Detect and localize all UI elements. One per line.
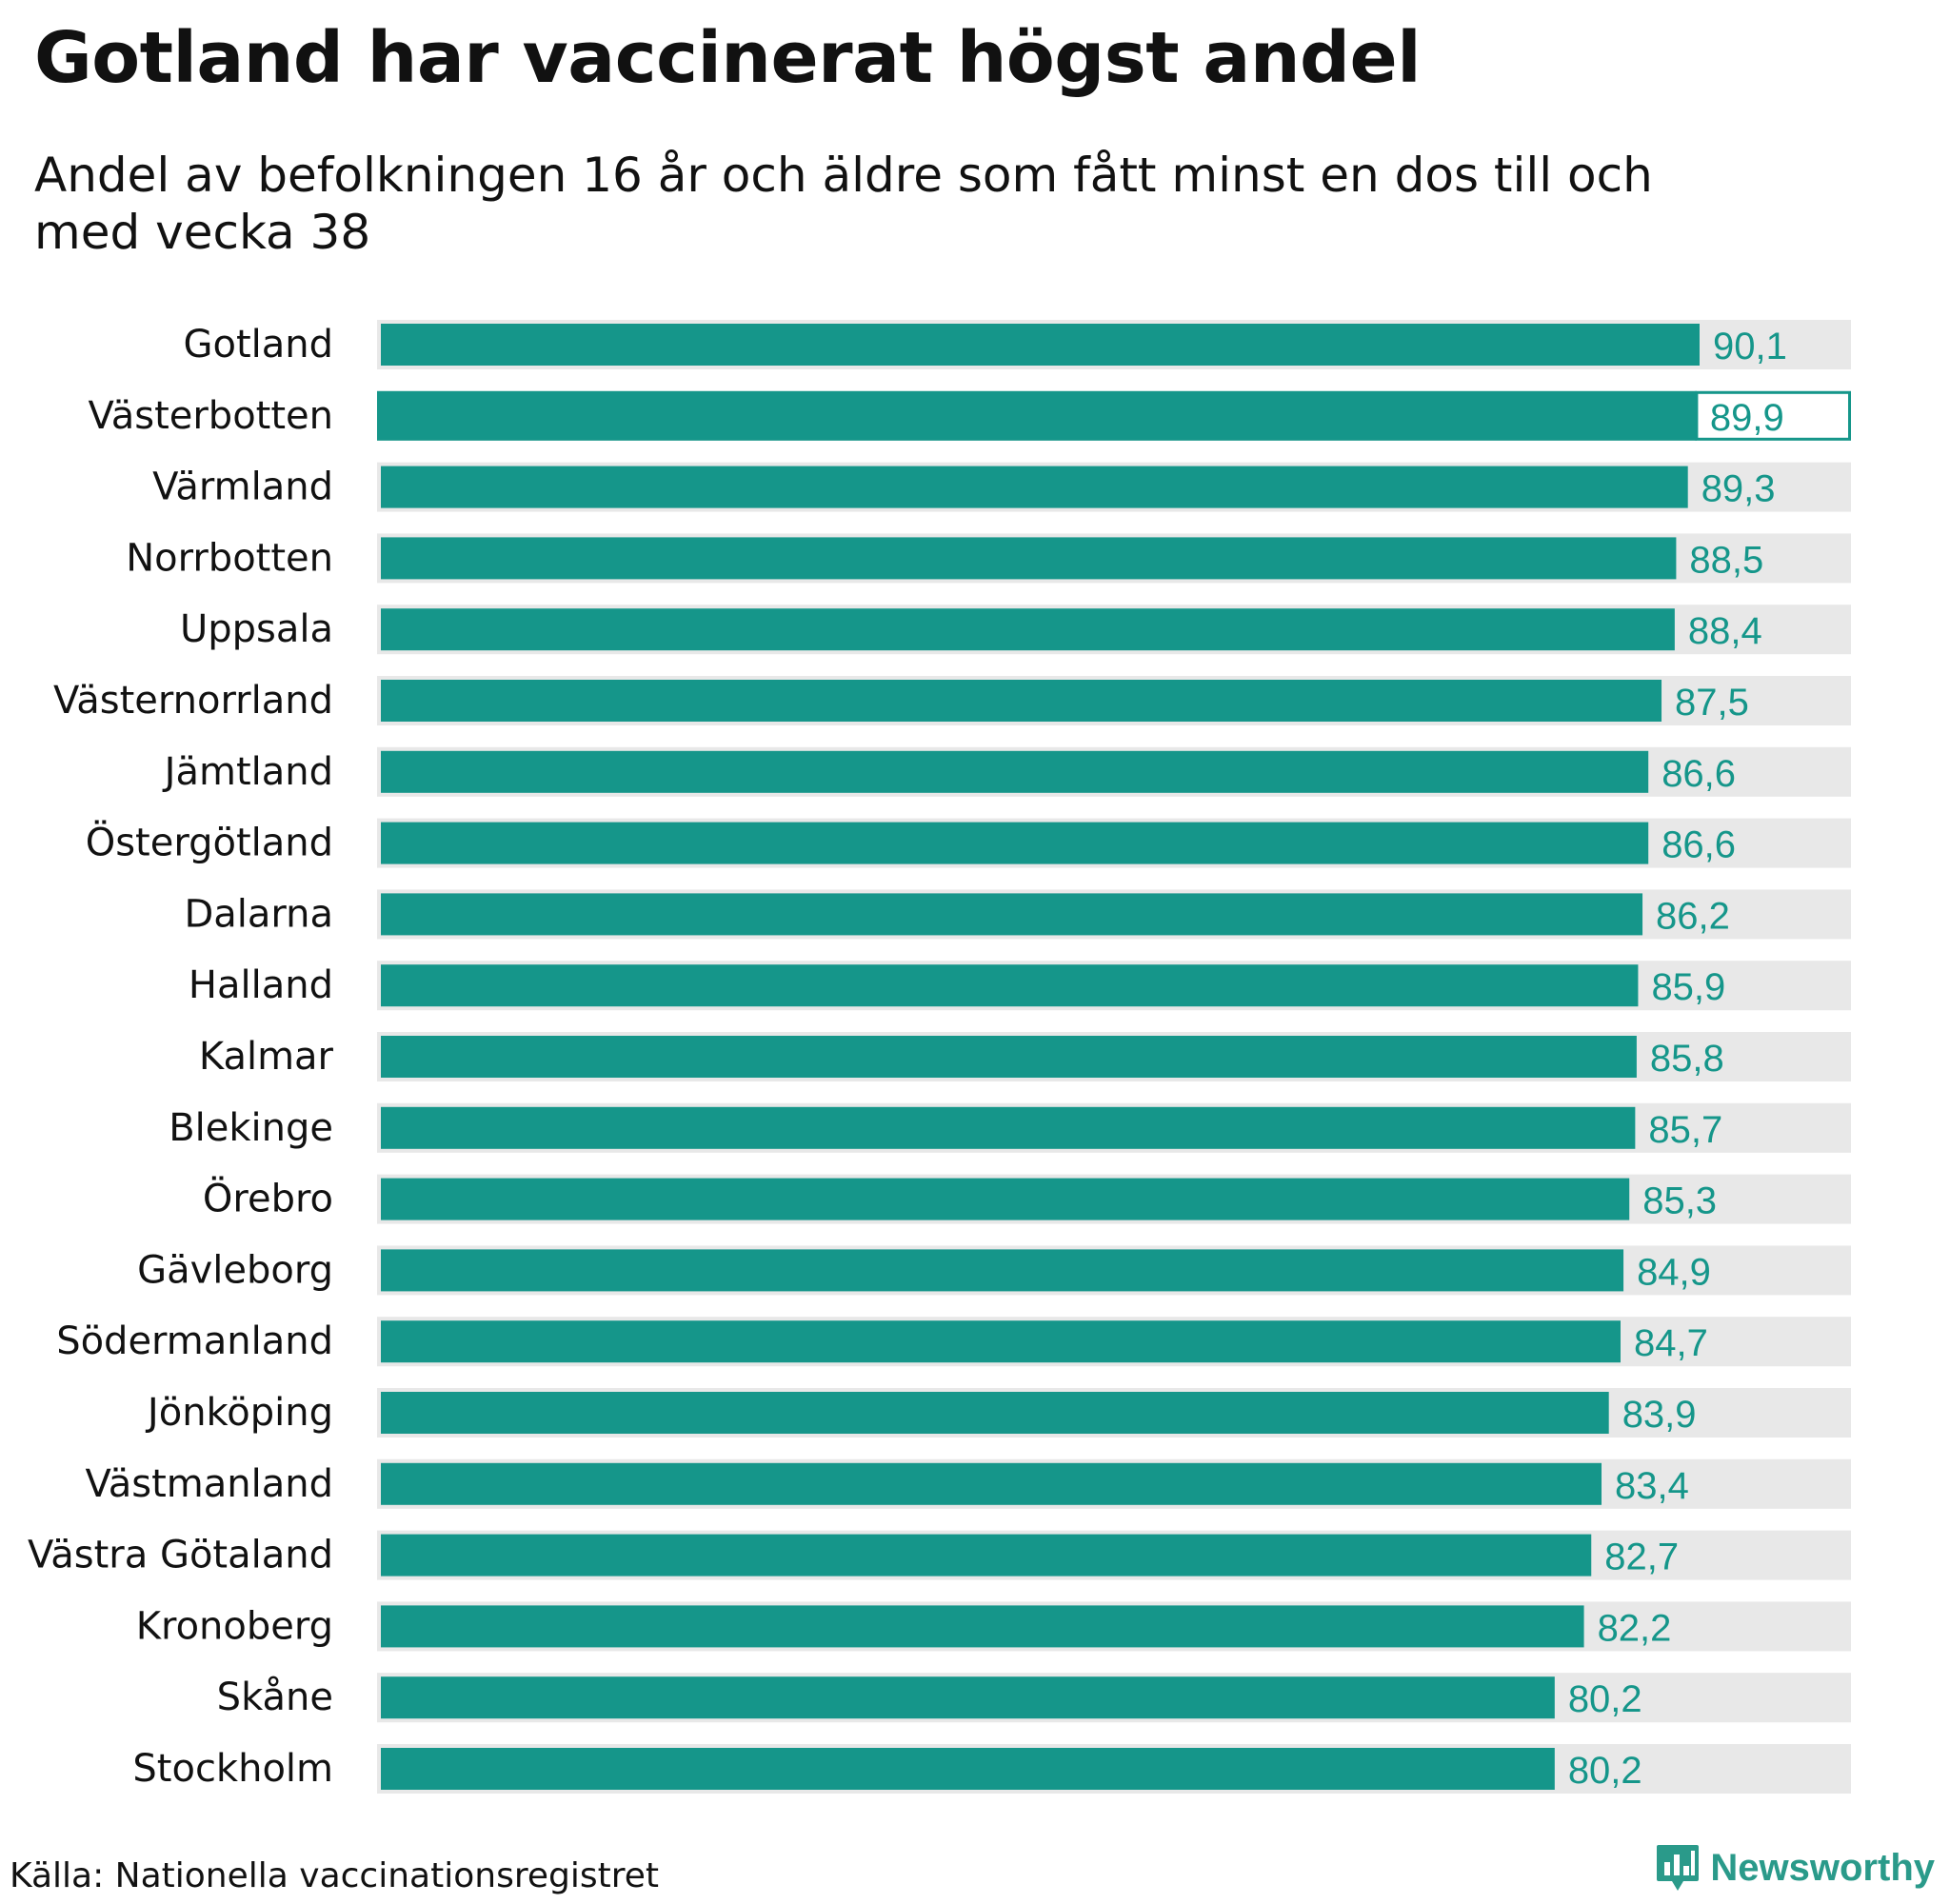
value-label: 88,4 [1688,610,1762,652]
value-label: 88,5 [1689,539,1763,581]
category-label: Värmland [152,466,333,509]
category-label: Jämtland [162,750,333,794]
value-label: 86,2 [1656,895,1730,937]
newsworthy-logo-icon [1657,1845,1700,1891]
category-label: Jönköping [145,1391,333,1435]
bar[interactable] [381,822,1649,864]
bar[interactable] [381,466,1688,508]
category-label: Dalarna [184,892,333,936]
category-label: Västernorrland [53,679,333,723]
value-label: 82,2 [1598,1607,1672,1649]
bar[interactable] [381,537,1677,580]
value-label: 89,3 [1701,468,1776,510]
category-label: Västmanland [86,1462,334,1506]
bar[interactable] [381,964,1639,1007]
bar[interactable] [377,390,1697,441]
value-label: 84,7 [1634,1322,1708,1364]
bar[interactable] [381,1392,1609,1434]
bar[interactable] [381,1748,1555,1790]
bar[interactable] [381,1462,1602,1505]
value-label: 83,4 [1615,1465,1689,1507]
bar[interactable] [381,750,1649,793]
highlight-frame [1695,390,1852,441]
value-label: 87,5 [1675,682,1749,724]
category-label: Västra Götaland [28,1534,333,1577]
category-label: Södermanland [56,1319,333,1363]
value-label: 85,7 [1648,1109,1722,1151]
category-label: Örebro [203,1176,333,1221]
category-label: Gävleborg [137,1248,333,1292]
bar[interactable] [381,1605,1584,1648]
value-label: 85,9 [1651,966,1725,1008]
value-label: 85,3 [1642,1180,1717,1222]
value-label: 86,6 [1661,824,1736,866]
bar-chart: Gotland 90,1 Västerbotten 89,9 Värmland 89,3 N… [28,320,1852,1794]
value-label: 89,9 [1710,397,1784,439]
bar[interactable] [381,1249,1624,1292]
value-label: 85,8 [1650,1038,1724,1080]
value-label: 90,1 [1713,326,1787,367]
category-label: Kalmar [199,1035,334,1079]
value-label: 82,7 [1604,1537,1679,1578]
value-label: 80,2 [1568,1750,1642,1792]
category-label: Norrbotten [126,536,333,580]
category-label: Östergötland [86,820,333,865]
category-label: Kronoberg [136,1604,333,1648]
bar[interactable] [381,1320,1621,1363]
bar[interactable] [381,893,1643,936]
brand-name: Newsworthy [1710,1846,1935,1889]
category-label: Skåne [217,1676,333,1719]
category-label: Uppsala [180,607,333,651]
bar[interactable] [381,1036,1637,1078]
value-label: 80,2 [1568,1678,1642,1720]
category-label: Västerbotten [88,394,333,438]
category-label: Blekinge [169,1106,333,1150]
chart-subtitle: Andel av befolkningen 16 år och äldre so… [34,148,1653,260]
value-label: 84,9 [1637,1251,1711,1293]
category-label: Stockholm [132,1747,333,1791]
category-label: Gotland [183,323,333,367]
chart-title: Gotland har vaccinerat högst andel [34,17,1422,99]
bar[interactable] [381,1178,1630,1220]
source-note: Källa: Nationella vaccinationsregistret [10,1856,659,1895]
bar[interactable] [381,1534,1592,1577]
value-label: 83,9 [1622,1394,1697,1436]
bar[interactable] [381,324,1700,366]
bar[interactable] [381,680,1662,722]
bar[interactable] [381,1676,1555,1719]
brand-logo: Newsworthy [1655,1843,1935,1893]
value-label: 86,6 [1661,753,1736,795]
category-label: Halland [189,963,333,1007]
bar[interactable] [381,1106,1636,1149]
bar[interactable] [381,608,1675,651]
